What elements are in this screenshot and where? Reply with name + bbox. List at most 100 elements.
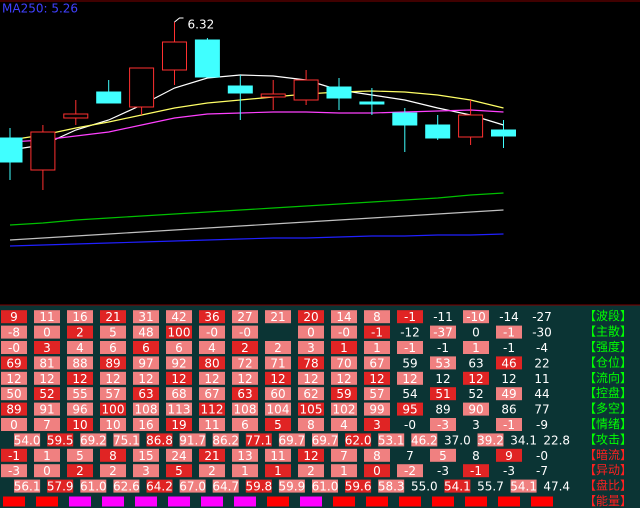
row-label: 【暗流】 xyxy=(584,447,632,462)
cell-value: 13 xyxy=(237,449,252,463)
cell-bg xyxy=(212,479,239,493)
row-label: 【异动】 xyxy=(584,463,632,477)
cell-bg xyxy=(166,402,192,416)
cell-value: 12 xyxy=(138,372,153,386)
cell-bg xyxy=(34,371,60,385)
cell-bg xyxy=(199,464,225,478)
cell-value: 1 xyxy=(340,341,348,355)
cell-bg xyxy=(378,433,405,447)
cell-value: 2 xyxy=(274,341,282,355)
cell-bg xyxy=(232,371,258,385)
candle-body xyxy=(458,114,484,138)
cell-value: 12 xyxy=(237,372,252,386)
cell-bg xyxy=(146,479,173,493)
cell-bg xyxy=(397,402,423,416)
cell-value: 92 xyxy=(171,356,186,370)
cell-value: -1 xyxy=(371,326,383,340)
cell-value: -1 xyxy=(437,341,449,355)
cell-value: 67.0 xyxy=(179,480,206,494)
cell-value: 6 xyxy=(142,341,150,355)
cell-value: 59.9 xyxy=(279,480,306,494)
cell-value: -37 xyxy=(433,326,453,340)
cell-value: -1 xyxy=(503,418,515,432)
cell-value: 7 xyxy=(340,449,348,463)
row-label: 【盘比】 xyxy=(584,478,632,493)
cell-bg xyxy=(298,464,324,478)
cell-value: 24 xyxy=(171,449,186,463)
cell-value: 58.3 xyxy=(378,480,405,494)
cell-value: 10 xyxy=(72,418,87,432)
chart-title: MA250: 5.26 xyxy=(2,2,78,16)
cell-value: 1 xyxy=(373,341,381,355)
cell-bg xyxy=(100,418,126,431)
cell-value: 3 xyxy=(373,418,381,432)
cell-bg xyxy=(199,356,225,370)
cell-bg xyxy=(331,371,357,385)
cell-value: 8 xyxy=(307,418,315,432)
cell-value: 8 xyxy=(109,449,117,463)
cell-value: 90 xyxy=(468,403,483,417)
cell-bg xyxy=(232,448,258,462)
cell-bg xyxy=(364,310,390,324)
cell-value: 2 xyxy=(109,464,117,478)
cell-bg xyxy=(265,448,291,462)
cell-value: 88 xyxy=(72,356,87,370)
cell-bg xyxy=(463,310,489,324)
cell-value: 61.0 xyxy=(80,480,107,494)
cell-bg xyxy=(331,325,357,339)
cell-bg xyxy=(312,479,338,493)
cell-bg xyxy=(67,448,93,462)
cell-value: 3 xyxy=(307,341,315,355)
cell-value: -3 xyxy=(437,464,449,478)
cell-value: 50 xyxy=(6,387,21,401)
cell-value: -27 xyxy=(532,310,552,324)
cell-bg xyxy=(1,325,27,339)
cell-value: 99 xyxy=(369,403,384,417)
cell-value: 112 xyxy=(201,403,224,417)
cell-bg xyxy=(298,341,324,354)
cell-bg xyxy=(298,418,324,431)
cell-bg xyxy=(133,310,159,324)
cell-value: -7 xyxy=(536,464,548,478)
row-label: 【仓位】 xyxy=(584,354,632,369)
cell-value: 68 xyxy=(171,387,186,401)
cell-value: 12 xyxy=(501,372,516,386)
cell-value: 9 xyxy=(505,449,513,463)
ma-line xyxy=(9,209,504,241)
cell-value: 105 xyxy=(300,403,323,417)
cell-bg xyxy=(397,464,423,478)
cell-value: 70 xyxy=(336,356,351,370)
cell-value: 4 xyxy=(76,341,84,355)
cell-value: 54.1 xyxy=(444,480,471,494)
cell-bg xyxy=(34,448,60,462)
cell-bg xyxy=(100,464,126,478)
cell-value: 12 xyxy=(6,372,21,386)
cell-bg xyxy=(166,371,192,385)
cell-bg xyxy=(34,387,60,401)
cell-value: -0 xyxy=(404,418,416,432)
row-label: 【控盘】 xyxy=(584,385,632,400)
cell-bg xyxy=(67,371,93,385)
signal-bar xyxy=(201,496,223,507)
cell-value: 53.1 xyxy=(378,433,405,447)
cell-value: 12 xyxy=(402,372,417,386)
cell-value: 80 xyxy=(204,356,219,370)
cell-value: -3 xyxy=(8,464,20,478)
cell-bg xyxy=(364,325,390,339)
cell-value: 59.5 xyxy=(47,433,74,447)
cell-value: -14 xyxy=(499,310,519,324)
cell-value: 54 xyxy=(402,387,417,401)
cell-bg xyxy=(199,418,225,431)
cell-value: 78 xyxy=(303,356,318,370)
cell-bg xyxy=(298,387,324,401)
cell-bg xyxy=(496,387,522,401)
cell-bg xyxy=(1,448,27,462)
row-label: 【波段】 xyxy=(584,308,632,323)
cell-value: -1 xyxy=(404,341,416,355)
cell-bg xyxy=(232,387,258,401)
cell-bg xyxy=(199,448,225,462)
cell-value: 48 xyxy=(138,326,153,340)
cell-bg xyxy=(47,479,74,493)
cell-bg xyxy=(331,341,357,354)
cell-bg xyxy=(133,387,159,401)
